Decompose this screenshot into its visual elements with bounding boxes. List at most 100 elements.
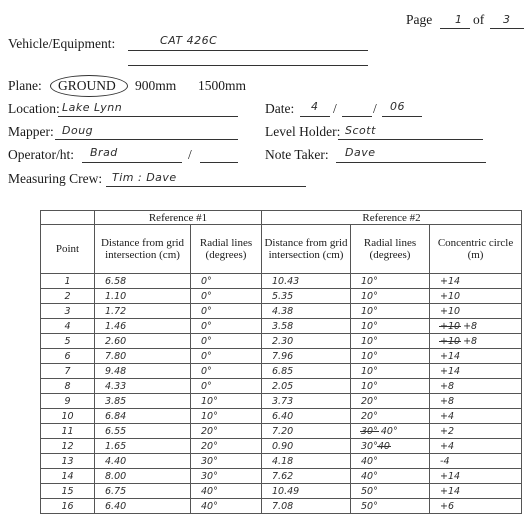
table-row: 5 2.60 0° 2.30 10° +10 +8	[40, 333, 523, 349]
vehicle-label: Vehicle/Equipment:	[8, 36, 116, 51]
radial-1-cell: 0°	[189, 318, 263, 334]
concentric-cell: +2	[429, 423, 523, 439]
measuring-crew-label: Measuring Crew:	[8, 171, 103, 186]
date-month: 4	[311, 100, 319, 113]
distance-1-cell: 9.48	[94, 363, 191, 379]
distance-2-cell: 7.62	[261, 468, 352, 484]
point-cell: 4	[40, 318, 95, 334]
radial-1-cell: 0°	[189, 378, 263, 394]
table-row: 1 6.58 0° 10.43 10° +14	[40, 273, 523, 289]
point-cell: 14	[40, 468, 95, 484]
table-row: 4 1.46 0° 3.58 10° +10 +8	[40, 318, 523, 334]
radial-1-cell: 30°	[189, 468, 263, 484]
point-cell: 3	[40, 303, 95, 319]
concentric-cell: +14	[429, 363, 523, 379]
point-cell: 1	[40, 273, 95, 289]
page-of-label: of	[473, 12, 485, 27]
table-row: 13 4.40 30° 4.18 40° -4	[40, 453, 523, 469]
radial-2-cell: 10°	[350, 303, 431, 319]
radial-2-cell: 40°	[350, 453, 431, 469]
table-row: 3 1.72 0° 4.38 10° +10	[40, 303, 523, 319]
distance-1-cell: 3.85	[94, 393, 191, 409]
distance-2-cell: 7.08	[261, 498, 352, 514]
distance-1-cell: 1.10	[94, 288, 191, 304]
location-label: Location:	[8, 101, 60, 116]
table-row: 11 6.55 20° 7.20 30° 40° +2	[40, 423, 523, 439]
point-cell: 9	[40, 393, 95, 409]
concentric-cell: +10	[429, 288, 523, 304]
operator-label: Operator/ht:	[8, 147, 74, 162]
distance-1-cell: 6.55	[94, 423, 191, 439]
level-holder-label: Level Holder:	[265, 124, 341, 139]
measurement-table: Reference #1 Reference #2 Point Distance…	[40, 210, 523, 514]
table-row: 14 8.00 30° 7.62 40° +14	[40, 468, 523, 484]
crossed-out-value: 30°	[361, 425, 378, 437]
radial-2-cell: 10°	[350, 363, 431, 379]
distance-2-cell: 3.58	[261, 318, 352, 334]
radial-1-cell: 0°	[189, 288, 263, 304]
point-cell: 16	[40, 498, 95, 514]
page-label: Page	[406, 12, 433, 27]
radial-1-cell: 30°	[189, 453, 263, 469]
table-row: 2 1.10 0° 5.35 10° +10	[40, 288, 523, 304]
table-row: 16 6.40 40° 7.08 50° +6	[40, 498, 523, 514]
table-corner	[40, 210, 95, 225]
radial-1-cell: 0°	[189, 348, 263, 364]
vehicle-value: CAT 426C	[160, 34, 218, 47]
distance-2-cell: 4.18	[261, 453, 352, 469]
concentric-header: Concentric circle (m)	[429, 224, 523, 274]
point-cell: 5	[40, 333, 95, 349]
distance-1-cell: 7.80	[94, 348, 191, 364]
distance-2-cell: 6.85	[261, 363, 352, 379]
radial-2-cell: 10°	[350, 273, 431, 289]
measuring-crew-value: Tim : Dave	[112, 171, 177, 184]
plane-selected-circle	[50, 75, 128, 97]
radial-2-cell: 10°	[350, 318, 431, 334]
distance-1-cell: 4.40	[94, 453, 191, 469]
distance-1-header: Distance from grid intersection (cm)	[94, 224, 191, 274]
distance-1-cell: 4.33	[94, 378, 191, 394]
point-cell: 15	[40, 483, 95, 499]
concentric-cell: +10 +8	[429, 333, 523, 349]
mapper-label: Mapper:	[8, 124, 54, 139]
distance-1-cell: 6.58	[94, 273, 191, 289]
radial-2-cell: 50°	[350, 483, 431, 499]
point-cell: 11	[40, 423, 95, 439]
table-row: 7 9.48 0° 6.85 10° +14	[40, 363, 523, 379]
radial-2-cell: 20°	[350, 393, 431, 409]
page-total-value: 3	[503, 13, 511, 26]
distance-2-cell: 10.43	[261, 273, 352, 289]
point-cell: 2	[40, 288, 95, 304]
radial-2-cell: 10°	[350, 348, 431, 364]
mapper-value: Doug	[62, 124, 94, 137]
reference-1-header: Reference #1	[93, 210, 263, 225]
radial-2-cell: 50°	[350, 498, 431, 514]
concentric-cell: -4	[429, 453, 523, 469]
crossed-out-value: +10	[440, 335, 461, 347]
page-number-value: 1	[455, 13, 463, 26]
concentric-cell: +14	[429, 468, 523, 484]
radial-1-cell: 0°	[189, 273, 263, 289]
date-label: Date:	[265, 101, 295, 116]
concentric-cell: +14	[429, 483, 523, 499]
radial-2-cell: 20°	[350, 408, 431, 424]
point-cell: 10	[40, 408, 95, 424]
plane-option-900mm: 900mm	[135, 78, 177, 93]
radial-2-header: Radial lines (degrees)	[350, 224, 431, 274]
point-cell: 13	[40, 453, 95, 469]
distance-2-cell: 2.30	[261, 333, 352, 349]
concentric-cell: +10 +8	[429, 318, 523, 334]
radial-1-cell: 0°	[189, 303, 263, 319]
radial-1-cell: 40°	[189, 483, 263, 499]
distance-2-cell: 2.05	[261, 378, 352, 394]
table-row: 10 6.84 10° 6.40 20° +4	[40, 408, 523, 424]
level-holder-value: Scott	[345, 124, 376, 137]
distance-1-cell: 6.75	[94, 483, 191, 499]
radial-1-cell: 0°	[189, 363, 263, 379]
distance-2-cell: 7.20	[261, 423, 352, 439]
distance-1-cell: 8.00	[94, 468, 191, 484]
concentric-cell: +10	[429, 303, 523, 319]
distance-1-cell: 1.65	[94, 438, 191, 454]
radial-1-cell: 0°	[189, 333, 263, 349]
distance-2-cell: 3.73	[261, 393, 352, 409]
